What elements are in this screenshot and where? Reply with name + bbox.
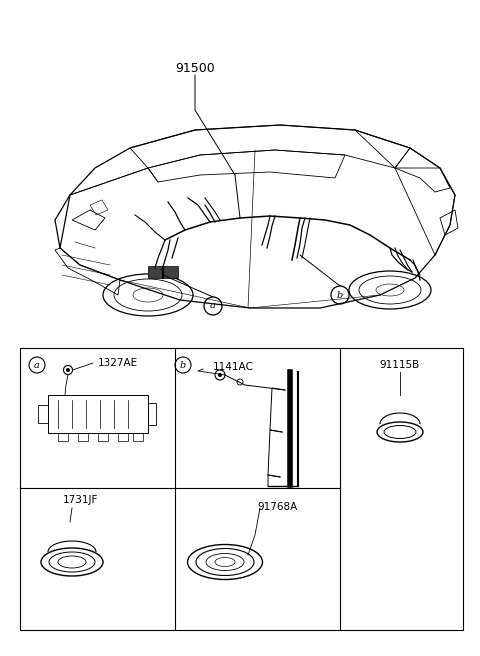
Text: 1141AC: 1141AC: [213, 362, 253, 372]
Bar: [48, 395, 148, 433]
Text: 91500: 91500: [175, 62, 215, 75]
Text: 91768A: 91768A: [258, 502, 298, 512]
Circle shape: [66, 368, 70, 372]
Text: 1327AE: 1327AE: [98, 358, 138, 368]
Bar: [20, 348, 463, 630]
Text: a: a: [34, 361, 40, 369]
Text: b: b: [180, 361, 186, 369]
Bar: [118, 433, 128, 441]
Bar: [133, 433, 143, 441]
Bar: [98, 433, 108, 441]
Bar: [148, 266, 178, 278]
Circle shape: [218, 373, 222, 377]
Text: b: b: [337, 291, 343, 300]
Bar: [58, 433, 68, 441]
Text: a: a: [210, 302, 216, 310]
Text: 91115B: 91115B: [380, 360, 420, 370]
Bar: [78, 433, 88, 441]
Text: 1731JF: 1731JF: [62, 495, 98, 505]
